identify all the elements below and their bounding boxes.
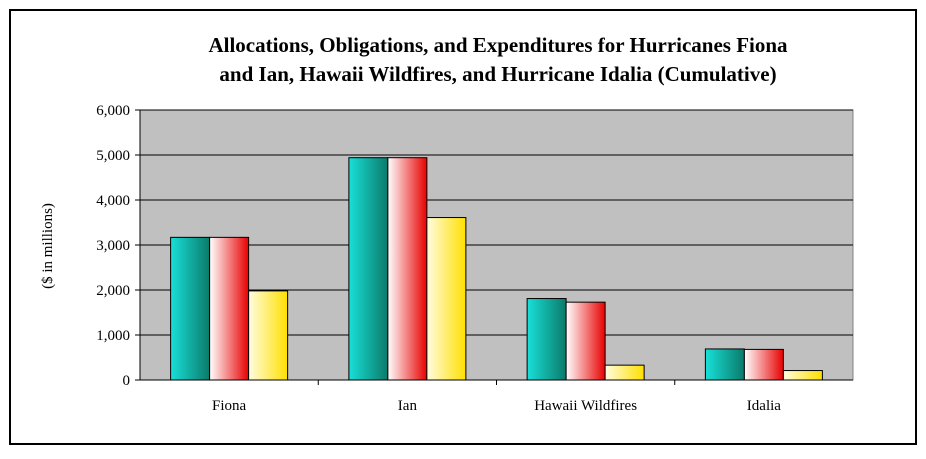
bar bbox=[743, 348, 784, 381]
bar bbox=[170, 236, 211, 381]
y-tick-label: 2,000 bbox=[96, 283, 130, 299]
y-tick-label: 1,000 bbox=[96, 328, 130, 344]
plot-area: 0 1,000 2,000 3,000 4,000 5,000 6,000 Fiona Ian H… bbox=[96, 103, 854, 414]
y-tick-label: 5,000 bbox=[96, 148, 130, 164]
y-tick-label: 3,000 bbox=[96, 238, 130, 254]
x-tick-label: Fiona bbox=[212, 398, 247, 414]
y-tick-label: 6,000 bbox=[96, 103, 130, 119]
chart-title-line2: and Ian, Hawaii Wildfires, and Hurricane… bbox=[219, 62, 776, 86]
bar bbox=[604, 364, 645, 381]
bar bbox=[387, 157, 428, 381]
bar bbox=[348, 157, 389, 381]
y-axis-label: ($ in millions) bbox=[40, 203, 56, 289]
bar bbox=[565, 301, 606, 381]
chart-title-line1: Allocations, Obligations, and Expenditur… bbox=[208, 33, 788, 57]
bar bbox=[526, 298, 567, 381]
x-tick-label: Hawaii Wildfires bbox=[534, 398, 637, 414]
x-tick-label: Ian bbox=[398, 398, 418, 414]
bar bbox=[704, 348, 745, 381]
bar bbox=[248, 290, 289, 381]
bar bbox=[782, 370, 823, 381]
y-tick-label: 0 bbox=[123, 373, 131, 389]
y-tick-label: 4,000 bbox=[96, 193, 130, 209]
bar bbox=[209, 236, 250, 381]
bar bbox=[426, 217, 467, 381]
x-tick-label: Idalia bbox=[747, 398, 781, 414]
